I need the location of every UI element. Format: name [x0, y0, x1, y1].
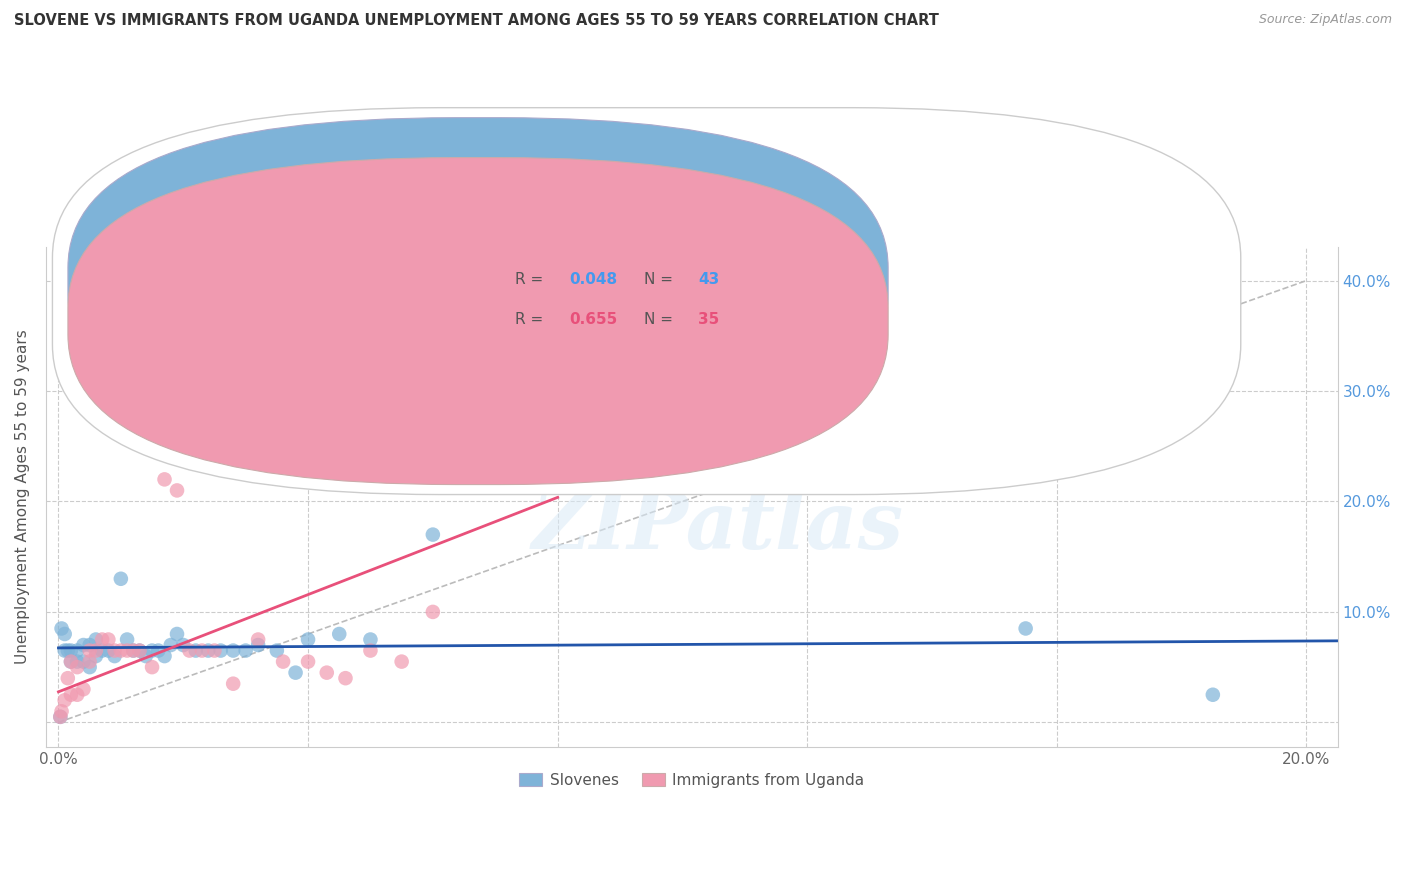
Point — [204, 643, 226, 657]
Point — [79, 660, 101, 674]
Point — [197, 643, 219, 657]
Point — [153, 472, 176, 486]
Point — [179, 643, 201, 657]
Point — [66, 688, 89, 702]
Point — [222, 643, 245, 657]
Point — [72, 655, 94, 669]
Point — [53, 627, 76, 641]
Point — [72, 638, 94, 652]
Point — [51, 704, 73, 718]
Text: R =: R = — [515, 312, 548, 327]
FancyBboxPatch shape — [67, 158, 889, 484]
Point — [51, 622, 73, 636]
FancyBboxPatch shape — [52, 108, 1240, 494]
Point — [335, 671, 357, 685]
Point — [59, 688, 82, 702]
Point — [166, 483, 188, 498]
Point — [422, 527, 444, 541]
Point — [422, 605, 444, 619]
Point — [359, 632, 381, 647]
Point — [1014, 622, 1036, 636]
Point — [115, 632, 138, 647]
Text: Source: ZipAtlas.com: Source: ZipAtlas.com — [1258, 13, 1392, 27]
Text: 35: 35 — [699, 312, 720, 327]
Point — [172, 638, 194, 652]
Text: N =: N = — [644, 272, 678, 287]
Point — [79, 643, 101, 657]
Point — [72, 682, 94, 697]
Point — [247, 638, 270, 652]
Point — [122, 643, 145, 657]
Point — [97, 643, 120, 657]
Point — [66, 660, 89, 674]
Point — [97, 632, 120, 647]
Point — [297, 632, 319, 647]
Point — [391, 655, 413, 669]
Point — [328, 627, 350, 641]
Point — [104, 643, 127, 657]
Text: ZIPatlas: ZIPatlas — [531, 488, 904, 566]
Point — [235, 643, 257, 657]
Point — [91, 632, 114, 647]
Point — [66, 643, 89, 657]
Legend: Slovenes, Immigrants from Uganda: Slovenes, Immigrants from Uganda — [513, 766, 870, 794]
Point — [122, 643, 145, 657]
Point — [209, 643, 232, 657]
Point — [79, 638, 101, 652]
Text: R =: R = — [515, 272, 548, 287]
Point — [115, 643, 138, 657]
Point — [359, 643, 381, 657]
Point — [53, 643, 76, 657]
Point — [84, 649, 107, 664]
Point — [128, 643, 150, 657]
Point — [56, 643, 79, 657]
Point — [153, 649, 176, 664]
Point — [191, 643, 214, 657]
Point — [297, 655, 319, 669]
Point — [141, 643, 163, 657]
Point — [141, 660, 163, 674]
Point — [59, 655, 82, 669]
Y-axis label: Unemployment Among Ages 55 to 59 years: Unemployment Among Ages 55 to 59 years — [15, 330, 30, 665]
Point — [184, 643, 207, 657]
Point — [315, 665, 337, 680]
Text: N =: N = — [644, 312, 678, 327]
Point — [266, 643, 288, 657]
Point — [104, 649, 127, 664]
FancyBboxPatch shape — [67, 118, 889, 444]
Point — [128, 643, 150, 657]
Point — [56, 671, 79, 685]
Point — [91, 643, 114, 657]
Point — [159, 638, 181, 652]
Point — [271, 655, 294, 669]
Text: SLOVENE VS IMMIGRANTS FROM UGANDA UNEMPLOYMENT AMONG AGES 55 TO 59 YEARS CORRELA: SLOVENE VS IMMIGRANTS FROM UGANDA UNEMPL… — [14, 13, 939, 29]
Point — [110, 643, 132, 657]
Point — [84, 632, 107, 647]
Point — [49, 710, 72, 724]
Point — [453, 340, 475, 354]
Point — [166, 627, 188, 641]
Point — [222, 676, 245, 690]
Point — [135, 649, 157, 664]
Point — [1202, 688, 1225, 702]
Point — [79, 655, 101, 669]
Point — [49, 710, 72, 724]
Point — [59, 643, 82, 657]
Point — [66, 655, 89, 669]
Point — [284, 665, 307, 680]
Text: 0.048: 0.048 — [569, 272, 617, 287]
Text: 0.655: 0.655 — [569, 312, 617, 327]
Point — [110, 572, 132, 586]
Text: 43: 43 — [699, 272, 720, 287]
Point — [59, 655, 82, 669]
Point — [53, 693, 76, 707]
Point — [84, 643, 107, 657]
Point — [247, 632, 270, 647]
Point — [148, 643, 170, 657]
